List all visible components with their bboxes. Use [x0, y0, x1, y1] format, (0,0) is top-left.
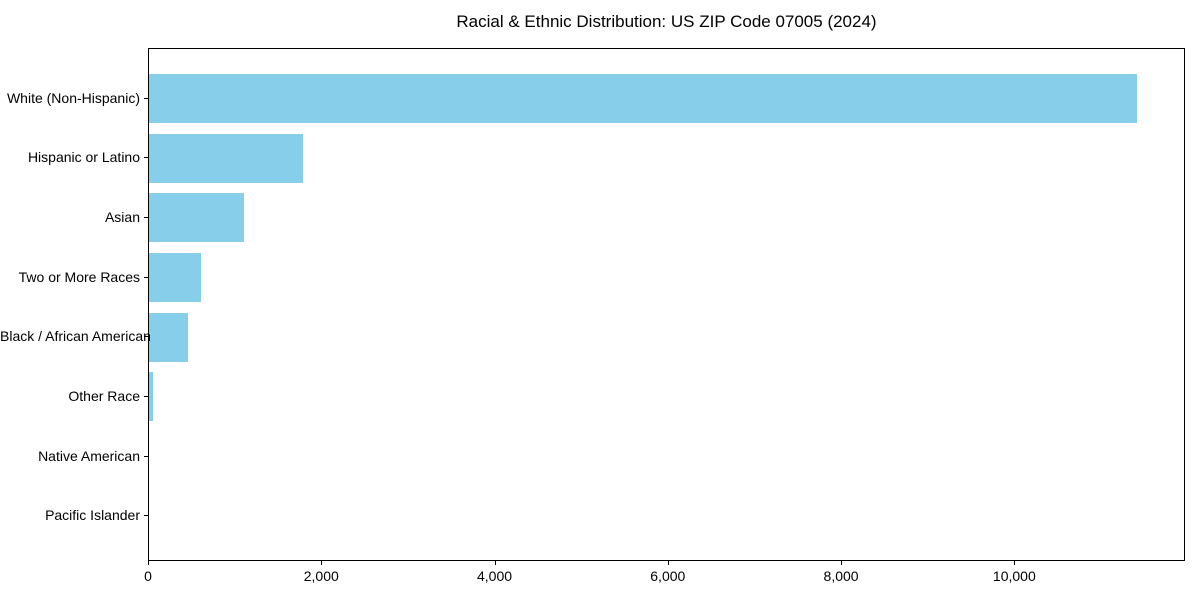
- x-tick-label: 2,000: [303, 568, 339, 584]
- plot-area: [148, 48, 1185, 561]
- y-tick-mark: [144, 455, 148, 457]
- y-tick-label: White (Non-Hispanic): [6, 89, 140, 106]
- bar-asian: [149, 193, 245, 243]
- bar-two-or-more-races: [149, 253, 201, 302]
- x-tick-label: 4,000: [477, 568, 513, 584]
- x-tick-mark: [841, 561, 843, 565]
- x-tick-label: 10,000: [992, 568, 1036, 584]
- y-tick-mark: [144, 336, 148, 338]
- x-tick-mark: [321, 561, 323, 565]
- y-tick-mark: [144, 157, 148, 159]
- x-tick-mark: [667, 561, 669, 565]
- bar-other-race: [149, 372, 153, 422]
- x-tick-label: 8,000: [823, 568, 859, 584]
- y-tick-label: Pacific Islander: [45, 507, 140, 524]
- chart-title: Racial & Ethnic Distribution: US ZIP Cod…: [456, 12, 877, 31]
- y-tick-label: Black / African American: [0, 328, 151, 345]
- y-tick-label: Two or More Races: [18, 268, 140, 285]
- x-tick-mark: [494, 561, 496, 565]
- x-tick-label: 6,000: [650, 568, 686, 584]
- y-tick-label: Hispanic or Latino: [27, 149, 140, 166]
- bar-hispanic-or-latino: [149, 133, 304, 183]
- y-tick-mark: [144, 97, 148, 99]
- bar-white-non-hispanic: [149, 74, 1137, 123]
- y-tick-mark: [144, 395, 148, 397]
- y-tick-label: Other Race: [68, 387, 140, 404]
- x-tick-mark: [148, 561, 149, 565]
- y-tick-label: Native American: [38, 447, 140, 464]
- y-tick-mark: [144, 216, 148, 218]
- y-tick-mark: [144, 515, 148, 517]
- y-tick-label: Asian: [104, 208, 140, 225]
- x-tick-mark: [1014, 561, 1016, 565]
- y-tick-mark: [144, 276, 148, 278]
- bar-black-african-american: [149, 312, 188, 362]
- x-tick-label: 0: [144, 568, 152, 584]
